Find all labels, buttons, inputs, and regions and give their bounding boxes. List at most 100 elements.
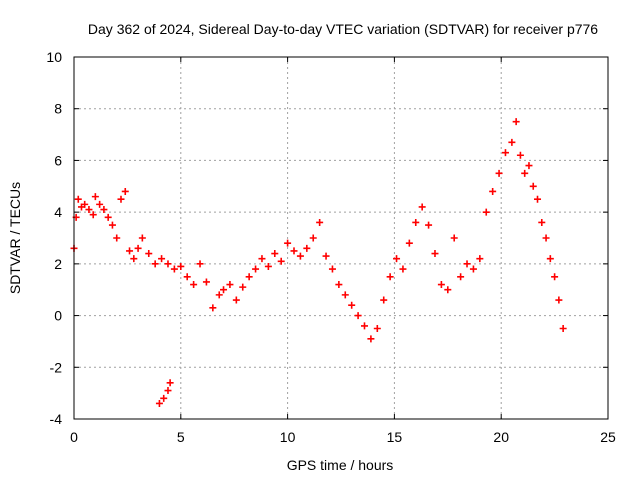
data-point xyxy=(202,278,210,286)
data-point xyxy=(538,218,546,226)
data-point xyxy=(126,247,134,255)
y-tick-label: -4 xyxy=(50,411,63,427)
data-point xyxy=(160,394,168,402)
data-point xyxy=(81,200,89,208)
y-tick-label: 8 xyxy=(54,101,62,117)
data-point xyxy=(551,273,559,281)
x-tick-label: 20 xyxy=(493,429,509,445)
data-point xyxy=(271,250,279,258)
data-point xyxy=(215,291,223,299)
data-point xyxy=(264,262,272,270)
data-point xyxy=(239,283,247,291)
y-tick-label: 0 xyxy=(54,308,62,324)
data-point xyxy=(316,218,324,226)
data-point xyxy=(258,255,266,263)
data-point xyxy=(476,255,484,263)
data-point xyxy=(117,195,125,203)
y-axis-label: SDTVAR / TECUs xyxy=(7,182,23,294)
data-point xyxy=(100,206,108,214)
data-point xyxy=(145,250,153,258)
data-point xyxy=(196,260,204,268)
data-point xyxy=(444,286,452,294)
data-point xyxy=(296,252,304,260)
data-point xyxy=(482,208,490,216)
data-point xyxy=(96,200,104,208)
data-point xyxy=(104,213,112,221)
x-axis-label: GPS time / hours xyxy=(287,457,394,473)
data-point xyxy=(521,169,529,177)
data-point xyxy=(469,265,477,273)
data-point xyxy=(170,265,178,273)
y-tick-label: 10 xyxy=(46,49,62,65)
data-point xyxy=(164,387,172,395)
data-point xyxy=(393,255,401,263)
data-point xyxy=(322,252,330,260)
data-point xyxy=(555,296,563,304)
data-point xyxy=(360,322,368,330)
data-point xyxy=(431,250,439,258)
data-point xyxy=(348,301,356,309)
x-tick-label: 0 xyxy=(70,429,78,445)
data-point xyxy=(450,234,458,242)
data-point xyxy=(290,247,298,255)
data-point xyxy=(341,291,349,299)
data-point xyxy=(529,182,537,190)
data-point xyxy=(367,335,375,343)
data-point xyxy=(354,312,362,320)
data-point xyxy=(303,244,311,252)
data-point xyxy=(457,273,465,281)
data-point xyxy=(534,195,542,203)
x-tick-label: 5 xyxy=(177,429,185,445)
data-point xyxy=(85,206,93,214)
data-point xyxy=(183,273,191,281)
x-tick-label: 10 xyxy=(280,429,296,445)
data-point xyxy=(177,262,185,270)
data-point xyxy=(525,162,533,170)
data-point xyxy=(284,239,292,247)
y-tick-label: 4 xyxy=(54,204,62,220)
data-point xyxy=(386,273,394,281)
x-tick-label: 15 xyxy=(387,429,403,445)
data-point xyxy=(166,379,174,387)
data-point xyxy=(508,138,516,146)
data-point xyxy=(418,203,426,211)
data-point xyxy=(516,151,524,159)
data-point xyxy=(277,257,285,265)
data-point xyxy=(226,281,234,289)
data-point xyxy=(501,149,509,157)
data-point xyxy=(489,187,497,195)
data-point xyxy=(113,234,121,242)
data-points xyxy=(70,118,567,407)
data-point xyxy=(121,187,129,195)
axis-ticks: 0 5 10 15 20 25 -4 -2 0 2 4 6 8 10 xyxy=(46,49,616,445)
data-point xyxy=(495,169,503,177)
data-point xyxy=(158,255,166,263)
grid-lines xyxy=(74,57,608,419)
data-point xyxy=(559,325,567,332)
data-point xyxy=(155,399,163,407)
data-point xyxy=(134,244,142,252)
data-point xyxy=(405,239,413,247)
data-point xyxy=(309,234,317,242)
data-point xyxy=(245,273,253,281)
data-point xyxy=(89,211,97,219)
data-point xyxy=(335,281,343,289)
y-tick-label: 2 xyxy=(54,256,62,272)
y-tick-label: 6 xyxy=(54,152,62,168)
data-point xyxy=(380,296,388,304)
x-tick-label: 25 xyxy=(600,429,616,445)
data-point xyxy=(74,195,82,203)
data-point xyxy=(412,218,420,226)
data-point xyxy=(108,221,116,229)
data-point xyxy=(328,265,336,273)
data-point xyxy=(209,304,217,312)
data-point xyxy=(190,281,198,289)
data-point xyxy=(437,281,445,289)
plot-frame xyxy=(73,56,609,420)
data-point xyxy=(252,265,260,273)
data-point xyxy=(425,221,433,229)
data-point xyxy=(138,234,146,242)
chart-title: Day 362 of 2024, Sidereal Day-to-day VTE… xyxy=(88,21,598,37)
